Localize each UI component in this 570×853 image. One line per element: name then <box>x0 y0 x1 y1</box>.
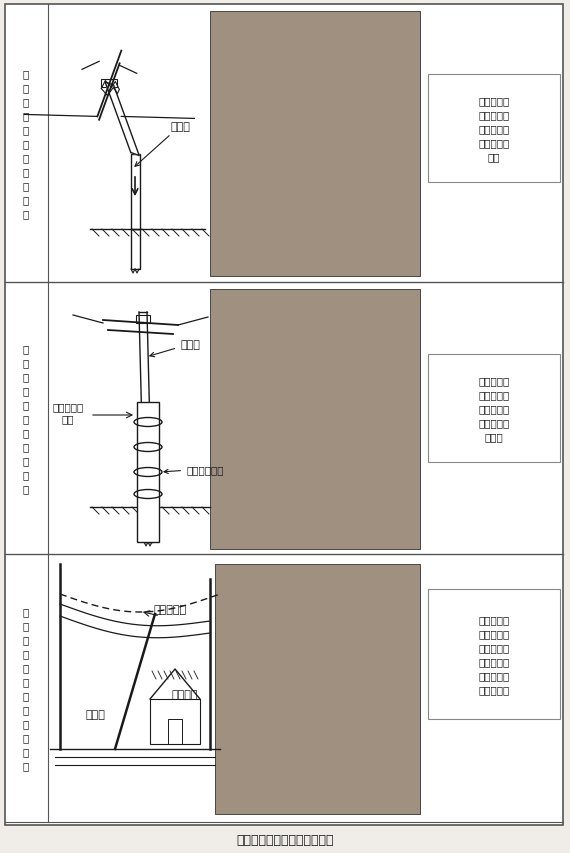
Bar <box>210 290 420 549</box>
Bar <box>428 589 560 719</box>
Text: 折損柱: 折損柱 <box>150 339 200 357</box>
Text: 倒壊家屋: 倒壊家屋 <box>172 689 198 699</box>
Text: 電線を外す: 電線を外す <box>153 604 186 614</box>
Text: 図３－４－４　仮復旧工法例: 図３－４－４ 仮復旧工法例 <box>236 833 334 846</box>
Text: 地
際
折
損
支
持
物
の
仮
復
旧: 地 際 折 損 支 持 物 の 仮 復 旧 <box>23 344 29 493</box>
Bar <box>136 316 150 323</box>
Bar <box>428 355 560 462</box>
Bar <box>131 229 140 270</box>
Bar <box>101 79 117 87</box>
Text: 折損柱: 折損柱 <box>135 122 190 167</box>
Bar <box>428 75 560 183</box>
Polygon shape <box>105 83 139 156</box>
Text: 副木または
鋼管: 副木または 鋼管 <box>52 402 84 423</box>
Bar <box>168 719 182 744</box>
Bar <box>137 403 159 543</box>
Text: 傾斜柱を抜
くと家屋倒
壊の恐れが
あるため、
傾斜柱から
電線を外す: 傾斜柱を抜 くと家屋倒 壊の恐れが あるため、 傾斜柱から 電線を外す <box>478 614 510 694</box>
Text: 副木または
鋼管を根元
へ入れ、折
損柱を仮支
持する: 副木または 鋼管を根元 へ入れ、折 損柱を仮支 持する <box>478 375 510 442</box>
Bar <box>215 565 420 814</box>
Text: 根元を取り
除いて、元
の穴に折れ
た上部を入
れる: 根元を取り 除いて、元 の穴に折れ た上部を入 れる <box>478 96 510 162</box>
Bar <box>131 154 140 229</box>
Bar <box>210 12 420 276</box>
Text: ラックバンド: ラックバンド <box>164 464 223 474</box>
Text: 立
替
不
能
な
傾
斜
柱
の
仮
復
旧: 立 替 不 能 な 傾 斜 柱 の 仮 復 旧 <box>23 606 29 770</box>
Text: 地
際
折
損
支
持
物
の
仮
復
旧: 地 際 折 損 支 持 物 の 仮 復 旧 <box>23 69 29 218</box>
Polygon shape <box>139 313 152 508</box>
Text: 傾斜柱: 傾斜柱 <box>85 709 105 719</box>
Bar <box>150 699 200 744</box>
Bar <box>144 508 153 543</box>
